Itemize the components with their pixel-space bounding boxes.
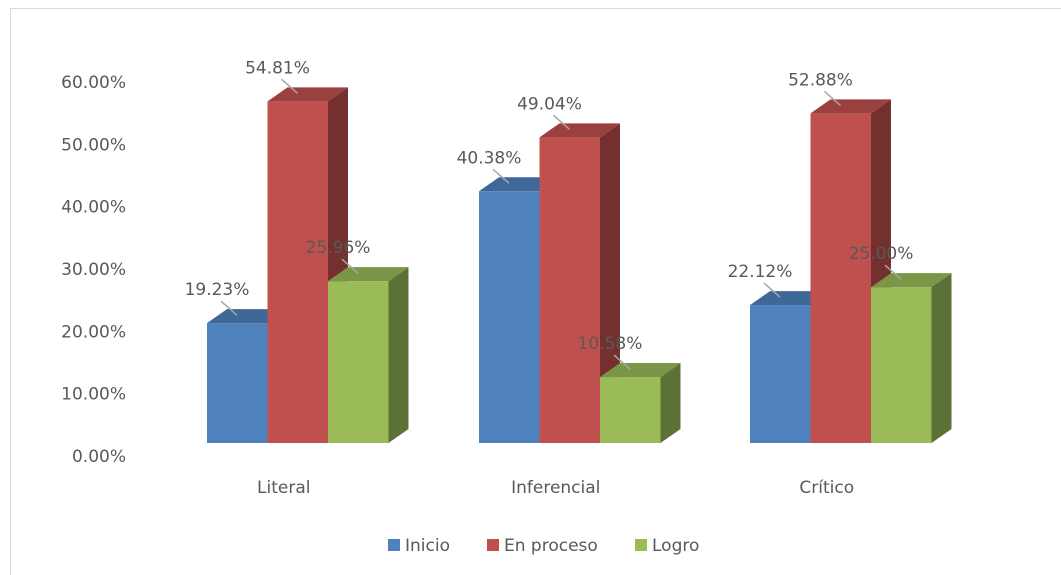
y-tick-label: 20.00% (61, 322, 126, 342)
bar-top (328, 267, 409, 282)
x-tick-label: Crítico (799, 478, 854, 498)
bar (207, 323, 268, 443)
bar-top (750, 291, 831, 306)
bar-side (600, 123, 620, 444)
x-tick-label: Inferencial (511, 478, 600, 498)
legend-label: Inicio (405, 536, 450, 556)
bar (267, 101, 328, 443)
y-tick-label: 60.00% (61, 73, 126, 93)
bar-top (600, 363, 681, 378)
data-label: 25.96% (306, 238, 371, 258)
data-label: 10.58% (578, 334, 643, 354)
bar-side (660, 363, 681, 443)
bar (600, 377, 661, 443)
bar-top (207, 309, 288, 324)
data-label: 40.38% (457, 148, 522, 168)
bar (328, 281, 389, 443)
data-label: 49.04% (517, 94, 582, 114)
bar-top (479, 177, 560, 192)
leader-line (281, 78, 298, 94)
leader-line (553, 114, 570, 130)
leader-line (884, 264, 902, 280)
leader-line (341, 258, 359, 274)
y-tick-label: 50.00% (61, 135, 126, 155)
legend-swatch (487, 539, 499, 551)
legend-swatch (388, 539, 400, 551)
legend-label: En proceso (504, 536, 598, 556)
x-tick-label: Literal (257, 478, 310, 498)
bar-top (871, 273, 952, 288)
bar-top (810, 99, 891, 114)
y-tick-label: 10.00% (61, 385, 126, 405)
leader-line (613, 354, 631, 370)
y-tick-label: 0.00% (72, 447, 126, 467)
leader-line (763, 282, 781, 298)
bar (810, 113, 871, 443)
data-label: 22.12% (728, 262, 793, 282)
legend-swatch (635, 539, 647, 551)
leader-line (824, 90, 841, 106)
leader-line (492, 168, 510, 184)
bar (750, 305, 811, 443)
y-tick-label: 30.00% (61, 260, 126, 280)
data-label: 54.81% (245, 58, 310, 78)
bar-top (267, 87, 348, 102)
legend-label: Logro (652, 536, 699, 556)
bar (871, 287, 932, 443)
data-label: 25.00% (849, 244, 914, 264)
bar-top (539, 123, 620, 138)
data-label: 19.23% (185, 280, 250, 300)
bar-side (388, 267, 409, 443)
leader-line (220, 300, 238, 316)
y-tick-label: 40.00% (61, 198, 126, 218)
bar-side (931, 273, 952, 443)
bar (539, 137, 600, 444)
bar (479, 191, 540, 443)
data-label: 52.88% (788, 70, 853, 90)
